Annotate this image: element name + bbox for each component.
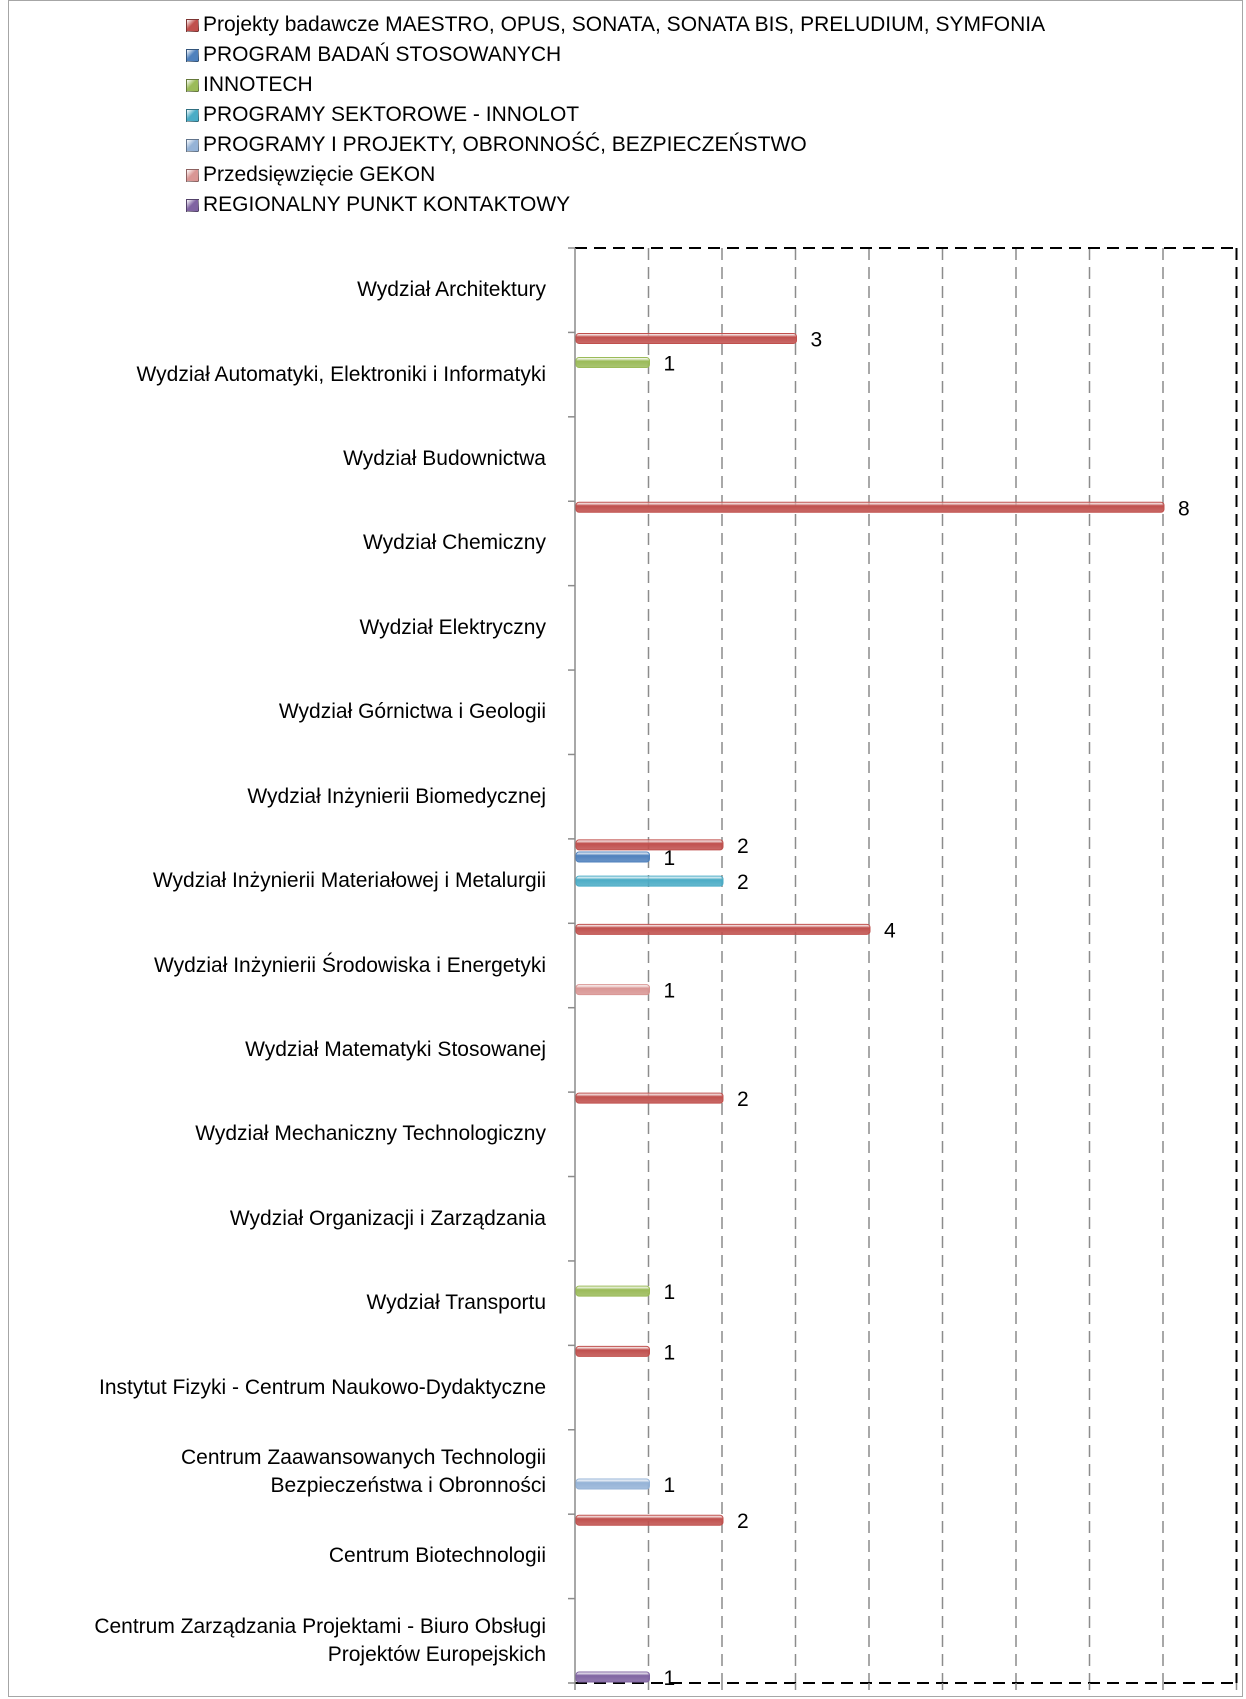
- category-label: Wydział Inżynierii Biomedycznej: [247, 783, 546, 811]
- legend-label: Projekty badawcze MAESTRO, OPUS, SONATA,…: [203, 13, 1046, 36]
- data-label: 2: [737, 1510, 749, 1533]
- x-tick-label: 8: [1157, 1697, 1169, 1699]
- category-label: Centrum Biotechnologii: [329, 1542, 546, 1570]
- legend-item: PROGRAMY SEKTOROWE - INNOLOT: [186, 100, 1045, 130]
- legend-item: PROGRAMY I PROJEKTY, OBRONNOŚĆ, BEZPIECZ…: [186, 130, 1045, 160]
- category-label-line: Wydział Górnictwa i Geologii: [278, 700, 546, 724]
- data-label: 8: [1178, 497, 1190, 520]
- bar: [575, 1671, 650, 1683]
- category-label-line: Wydział Inżynierii Biomedycznej: [247, 784, 546, 808]
- bar: [575, 1285, 650, 1297]
- legend-label: REGIONALNY PUNKT KONTAKTOWY: [203, 193, 571, 216]
- bar: [575, 923, 871, 935]
- chart-frame: [8, 0, 1243, 1697]
- data-label: 2: [737, 1088, 749, 1111]
- category-label-line: Centrum Zaawansowanych Technologii: [181, 1445, 546, 1469]
- bar: [575, 851, 650, 863]
- data-label: 1: [664, 353, 676, 376]
- data-label: 2: [737, 871, 749, 894]
- category-label: Wydział Organizacji i Zarządzania: [230, 1205, 546, 1233]
- legend-item: Przedsięwzięcie GEKON: [186, 160, 1045, 190]
- legend-swatch: [186, 198, 199, 212]
- legend-label: PROGRAM BADAŃ STOSOWANYCH: [203, 43, 562, 66]
- legend-label: PROGRAMY I PROJEKTY, OBRONNOŚĆ, BEZPIECZ…: [203, 133, 807, 156]
- legend-label: PROGRAMY SEKTOROWE - INNOLOT: [203, 103, 580, 126]
- data-label: 4: [884, 919, 896, 942]
- bar: [575, 1478, 650, 1490]
- category-label: Wydział Architektury: [357, 276, 546, 304]
- legend-item: INNOTECH: [186, 70, 1045, 100]
- category-label: Wydział Inżynierii Środowiska i Energety…: [154, 952, 546, 980]
- category-label: Wydział Transportu: [366, 1289, 546, 1317]
- category-label-line: Wydział Automatyki, Elektroniki i Inform…: [136, 362, 546, 386]
- bar: [575, 984, 650, 996]
- bar: [575, 1514, 724, 1526]
- data-label: 2: [737, 835, 749, 858]
- category-label: Wydział Automatyki, Elektroniki i Inform…: [137, 361, 546, 389]
- category-label: Wydział Matematyki Stosowanej: [245, 1036, 546, 1064]
- bar: [575, 839, 724, 851]
- category-label-line: Wydział Chemiczny: [362, 531, 546, 555]
- category-label-line: Wydział Inżynierii Materiałowej i Metalu…: [152, 869, 546, 893]
- legend-item: Projekty badawcze MAESTRO, OPUS, SONATA,…: [186, 10, 1045, 40]
- x-tick-label: 5: [937, 1697, 949, 1699]
- legend-item: REGIONALNY PUNKT KONTAKTOWY: [186, 190, 1045, 220]
- category-label-line: Wydział Elektryczny: [359, 615, 546, 639]
- bar: [575, 875, 724, 887]
- category-label-line: Wydział Transportu: [366, 1291, 546, 1315]
- x-tick-label: 3: [790, 1697, 802, 1699]
- category-label-line: Wydział Organizacji i Zarządzania: [229, 1206, 546, 1230]
- bar: [575, 357, 650, 369]
- category-label-line: Bezpieczeństwa i Obronności: [270, 1473, 546, 1497]
- data-label: 1: [664, 980, 676, 1003]
- category-label: Wydział Chemiczny: [363, 529, 546, 557]
- data-label: 1: [664, 1667, 676, 1690]
- category-label-line: Centrum Biotechnologii: [328, 1544, 546, 1568]
- bar: [575, 1092, 724, 1104]
- category-label-line: Instytut Fizyki - Centrum Naukowo-Dydakt…: [99, 1375, 546, 1399]
- category-label-line: Wydział Budownictwa: [343, 447, 546, 471]
- x-tick-label: 1: [643, 1697, 655, 1699]
- category-label-line: Wydział Architektury: [357, 278, 546, 302]
- legend-swatch: [186, 108, 199, 122]
- legend-swatch: [186, 168, 199, 182]
- x-tick-label: 6: [1010, 1697, 1022, 1699]
- legend-label: INNOTECH: [203, 73, 313, 96]
- x-tick-label: 0: [569, 1697, 581, 1699]
- legend: Projekty badawcze MAESTRO, OPUS, SONATA,…: [186, 10, 1045, 220]
- category-label: Instytut Fizyki - Centrum Naukowo-Dydakt…: [99, 1374, 546, 1402]
- bar: [575, 501, 1165, 513]
- category-label-line: Wydział Mechaniczny Technologiczny: [195, 1122, 546, 1146]
- data-label: 1: [664, 1474, 676, 1497]
- data-label: 3: [811, 328, 823, 351]
- category-label: Wydział Elektryczny: [359, 614, 546, 642]
- category-label-line: Centrum Zarządzania Projektami - Biuro O…: [94, 1614, 546, 1638]
- legend-swatch: [186, 138, 199, 152]
- legend-item: PROGRAM BADAŃ STOSOWANYCH: [186, 40, 1045, 70]
- data-label: 1: [664, 1281, 676, 1304]
- category-label-line: Wydział Matematyki Stosowanej: [245, 1037, 546, 1061]
- legend-swatch: [186, 78, 199, 92]
- category-label-line: Projektów Europejskich: [327, 1642, 546, 1666]
- category-label: Wydział Mechaniczny Technologiczny: [195, 1120, 546, 1148]
- x-tick-label: 4: [863, 1697, 875, 1699]
- category-label: Wydział Górnictwa i Geologii: [279, 698, 546, 726]
- bar: [575, 332, 797, 344]
- x-tick-label: 2: [716, 1697, 728, 1699]
- x-tick-label: 9: [1231, 1697, 1243, 1699]
- legend-swatch: [186, 48, 199, 62]
- category-label: Wydział Inżynierii Materiałowej i Metalu…: [153, 867, 546, 895]
- legend-label: Przedsięwzięcie GEKON: [203, 163, 436, 186]
- category-label: Centrum Zarządzania Projektami - Biuro O…: [94, 1613, 546, 1669]
- legend-swatch: [186, 18, 199, 32]
- x-tick-label: 7: [1084, 1697, 1096, 1699]
- bar: [575, 1345, 650, 1357]
- data-label: 1: [664, 1341, 676, 1364]
- category-label: Wydział Budownictwa: [343, 445, 546, 473]
- data-label: 1: [664, 847, 676, 870]
- category-label-line: Wydział Inżynierii Środowiska i Energety…: [154, 953, 546, 977]
- category-label: Centrum Zaawansowanych Technologii Bezpie…: [181, 1444, 546, 1500]
